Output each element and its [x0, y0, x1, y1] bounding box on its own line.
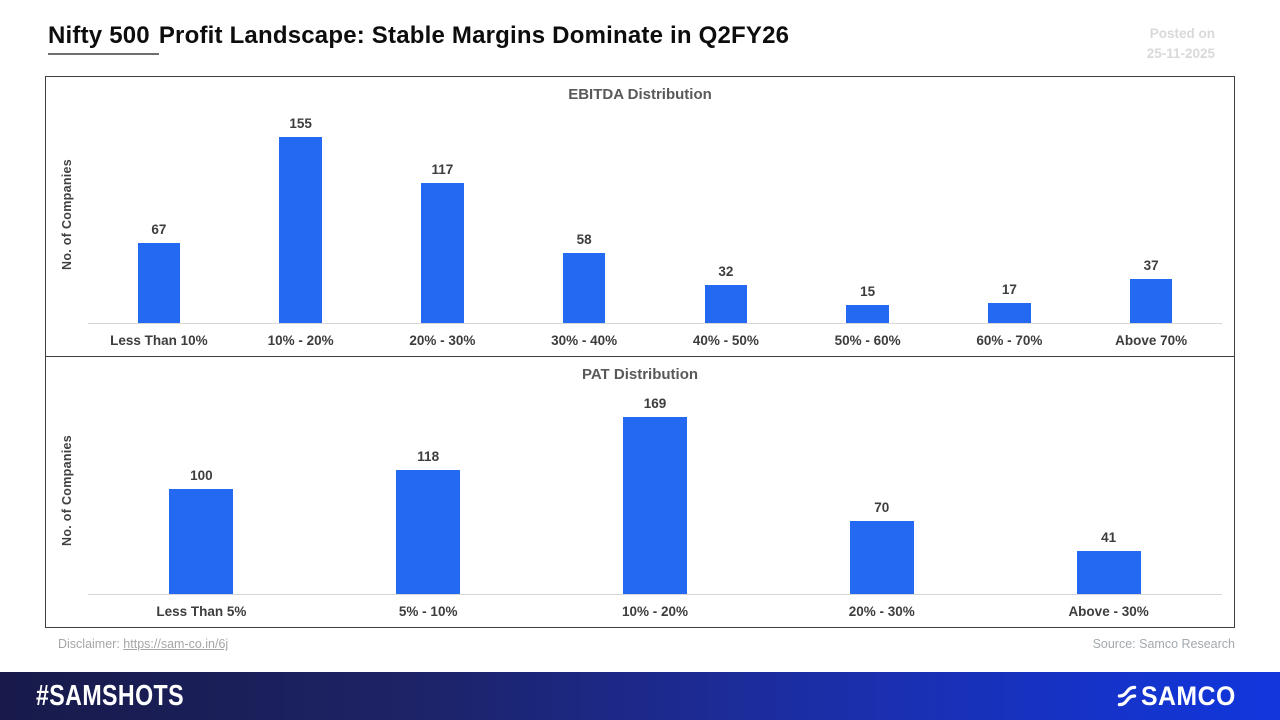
disclaimer: Disclaimer: https://sam-co.in/6j [58, 637, 228, 651]
header: Nifty 500 Profit Landscape: Stable Margin… [0, 0, 1280, 63]
bar-value-label: 117 [431, 162, 454, 178]
bar [849, 521, 914, 595]
bar-slot: 118 [315, 385, 542, 595]
plot-row: No. of Companies 100 118 169 70 41 [46, 385, 1234, 596]
bar [396, 470, 461, 595]
category-label: 60% - 70% [976, 332, 1043, 348]
footer-bar: #SAMSHOTS SAMCO [0, 672, 1280, 720]
charts-container: EBITDA Distribution No. of Companies 67 1… [45, 76, 1235, 629]
posted-on-label: Posted on [1149, 26, 1215, 41]
chart-title: EBITDA Distribution [568, 86, 712, 104]
bar [562, 253, 606, 324]
category-label: 10% - 20% [621, 603, 689, 619]
plot-row: No. of Companies 67 155 117 58 32 15 17 37 [46, 105, 1234, 325]
bar-slot: 58 [513, 105, 655, 324]
category-label: Above - 30% [1068, 603, 1149, 619]
pat-chart-panel: PAT Distribution No. of Companies 100 118… [45, 356, 1235, 629]
bar-value-label: 41 [1101, 530, 1117, 546]
category-label: 10% - 20% [267, 332, 334, 348]
samco-logo-text: SAMCO [1141, 680, 1236, 711]
bar-value-label: 155 [289, 116, 312, 132]
plot-area: 100 118 169 70 41 [88, 385, 1222, 596]
samshots-hashtag: #SAMSHOTS [36, 679, 184, 712]
bar-value-label: 15 [860, 284, 876, 300]
bar-slot: 15 [797, 105, 939, 324]
bar-slot: 169 [542, 385, 769, 595]
bar-value-label: 67 [151, 222, 167, 238]
bar-value-label: 58 [576, 232, 592, 248]
category-labels: Less Than 10% 10% - 20% 20% - 30% 30% - 40%… [88, 324, 1234, 356]
posted-on-block: Posted on 25-11-2025 [1147, 24, 1215, 63]
bar [137, 243, 181, 324]
bar [622, 417, 687, 595]
bar [704, 285, 748, 324]
bar-value-label: 17 [1001, 282, 1017, 298]
bar-slot: 41 [995, 385, 1222, 595]
bar-value-label: 32 [718, 264, 734, 280]
bar-slot: 32 [655, 105, 797, 324]
y-axis-label: No. of Companies [60, 434, 74, 546]
bar-slot: 155 [230, 105, 372, 324]
bar-slot: 70 [768, 385, 995, 595]
bar-value-label: 37 [1143, 258, 1159, 274]
bar-value-label: 70 [874, 500, 890, 516]
bar [1076, 551, 1141, 595]
posted-on-date: 25-11-2025 [1146, 45, 1215, 61]
bar-slot: 17 [939, 105, 1081, 324]
ebitda-chart-panel: EBITDA Distribution No. of Companies 67 1… [45, 76, 1235, 358]
category-labels: Less Than 5% 5% - 10% 10% - 20% 20% - 30% Ab… [88, 595, 1234, 627]
samco-logo-icon [1117, 685, 1137, 707]
bar [169, 489, 234, 595]
bar [988, 303, 1031, 324]
y-axis-label: No. of Companies [60, 159, 74, 271]
chart-title: PAT Distribution [581, 366, 699, 384]
bar-slot: 100 [88, 385, 315, 595]
source-credit: Source: Samco Research [1092, 637, 1235, 652]
disclaimer-label: Disclaimer: [58, 637, 120, 652]
bar-value-label: 100 [190, 468, 213, 484]
bar-value-label: 118 [417, 449, 440, 465]
page-title-rest: Profit Landscape: Stable Margins Dominat… [158, 22, 790, 49]
category-label: Less Than 5% [156, 603, 247, 619]
bar-slot: 37 [1080, 105, 1222, 324]
category-label: 5% - 10% [398, 603, 458, 619]
bar [846, 305, 889, 324]
plot-area: 67 155 117 58 32 15 17 37 [88, 105, 1222, 325]
category-label: 50% - 60% [834, 332, 901, 348]
category-label: 40% - 50% [692, 332, 759, 348]
page-title: Nifty 500 Profit Landscape: Stable Margin… [48, 22, 790, 55]
category-label: 20% - 30% [409, 332, 476, 348]
page-title-highlight: Nifty 500 [48, 22, 159, 55]
meta-row: Disclaimer: https://sam-co.in/6j Source:… [58, 637, 1235, 651]
category-label: 30% - 40% [551, 332, 618, 348]
bar [279, 137, 322, 324]
samco-logo: SAMCO [1114, 681, 1244, 712]
disclaimer-link[interactable]: https://sam-co.in/6j [123, 637, 229, 652]
bar-value-label: 169 [643, 396, 667, 412]
bar [421, 183, 464, 324]
category-label: Above 70% [1115, 332, 1188, 348]
category-label: 20% - 30% [848, 603, 915, 619]
bar [1129, 279, 1173, 324]
category-label: Less Than 10% [110, 332, 208, 348]
bar-slot: 67 [88, 105, 230, 324]
bar-slot: 117 [372, 105, 514, 324]
